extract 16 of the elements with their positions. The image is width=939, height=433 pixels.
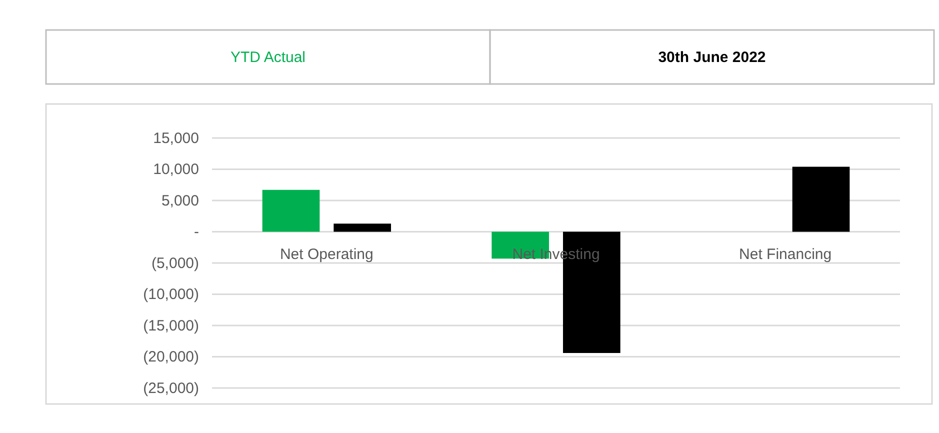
y-tick-label: (25,000) — [143, 380, 199, 397]
text: 30th June 2022 — [658, 49, 766, 66]
y-tick-label: (5,000) — [151, 254, 199, 272]
bar — [792, 166, 850, 232]
text: YTD Actual — [230, 49, 306, 66]
x-tick-label: Net Financing — [739, 246, 832, 263]
y-tick-label: 15,000 — [153, 130, 199, 147]
y-tick-label: (20,000) — [143, 348, 199, 366]
bar — [334, 224, 391, 232]
bar — [262, 190, 320, 232]
x-tick-label: Net Operating — [280, 246, 374, 263]
y-tick-label: (15,000) — [143, 317, 199, 334]
y-tick-label: - — [194, 224, 199, 241]
y-tick-label: (10,000) — [143, 286, 199, 304]
y-tick-label: 10,000 — [153, 161, 199, 178]
y-tick-label: 5,000 — [161, 192, 199, 210]
